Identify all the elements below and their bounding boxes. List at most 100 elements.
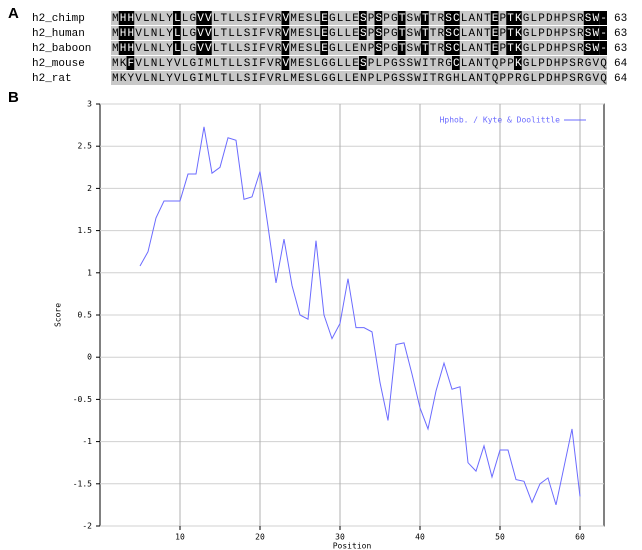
x-tick-label: 20 <box>255 533 265 542</box>
sequence-name: h2_baboon <box>32 43 91 55</box>
y-tick-label: 0.5 <box>78 311 93 320</box>
residue-highlight <box>204 11 212 25</box>
residue-highlight <box>591 11 600 25</box>
y-tick-label: -2 <box>82 522 92 531</box>
legend-label: Hphob. / Kyte & Doolittle <box>440 116 561 125</box>
residue-highlight <box>126 11 135 25</box>
residue-highlight <box>599 11 607 25</box>
residue-highlight <box>599 41 607 55</box>
residue-highlight <box>444 11 452 25</box>
sequence-name: h2_chimp <box>32 13 85 25</box>
residue-highlight <box>118 41 127 55</box>
residue-highlight <box>281 11 290 25</box>
residue-highlight <box>374 41 383 55</box>
residue-highlight <box>281 41 290 55</box>
residue-highlight <box>204 41 212 55</box>
residue-highlight <box>397 41 406 55</box>
residue-highlight <box>359 56 367 70</box>
residue-highlight <box>397 26 406 40</box>
residue-highlight <box>374 11 383 25</box>
residue-highlight <box>126 41 135 55</box>
residue-highlight <box>173 11 181 25</box>
residue-highlight <box>583 11 592 25</box>
sequence: MKFVLNLYVLGIMLTLLSIFVRVMESLGGLLESPLPGSSW… <box>112 58 607 70</box>
y-tick-label: 3 <box>87 100 92 109</box>
y-axis-title: Score <box>54 303 63 327</box>
sequence-length: 64 <box>614 58 628 70</box>
residue-highlight <box>359 11 367 25</box>
residue-highlight <box>397 11 406 25</box>
residue-highlight <box>506 41 514 55</box>
y-tick-label: 2 <box>87 184 92 193</box>
residue-highlight <box>421 41 429 55</box>
residue-highlight <box>444 26 452 40</box>
data-line <box>139 126 581 506</box>
residue-highlight <box>173 26 181 40</box>
residue-highlight <box>514 11 522 25</box>
residue-highlight <box>583 26 592 40</box>
residue-highlight <box>452 56 460 70</box>
residue-highlight <box>452 26 460 40</box>
residue-highlight <box>204 26 212 40</box>
sequence-name: h2_rat <box>32 73 72 85</box>
y-tick-label: 0 <box>87 353 92 362</box>
residue-highlight <box>490 41 499 55</box>
x-axis-title: Position <box>333 542 372 550</box>
residue-highlight <box>514 41 522 55</box>
residue-highlight <box>320 11 328 25</box>
x-tick-label: 40 <box>415 533 425 542</box>
residue-highlight <box>173 41 181 55</box>
residue-highlight <box>126 26 135 40</box>
residue-highlight <box>490 11 499 25</box>
sequence: MHHVLNLYLLGVVLTLLSIFVRVMESLEGLLESPSPGTSW… <box>112 13 607 25</box>
residue-highlight <box>118 11 127 25</box>
residue-highlight <box>591 26 600 40</box>
residue-highlight <box>281 56 290 70</box>
sequence-name: h2_mouse <box>32 58 85 70</box>
y-tick-label: 1 <box>87 268 92 277</box>
sequence: MHHVLNLYLLGVVLTLLSIFVRVMESLEGLLESPSPGTSW… <box>112 28 607 40</box>
residue-highlight <box>514 56 522 70</box>
residue-highlight <box>444 41 452 55</box>
sequence-length: 64 <box>614 73 628 85</box>
sequence-name: h2_human <box>32 28 85 40</box>
sequence-background <box>111 41 607 55</box>
residue-highlight <box>514 26 522 40</box>
residue-highlight <box>599 26 607 40</box>
residue-highlight <box>196 26 204 40</box>
residue-highlight <box>506 26 514 40</box>
residue-highlight <box>452 41 460 55</box>
residue-highlight <box>118 26 127 40</box>
residue-highlight <box>320 41 328 55</box>
sequence: MHHVLNLYLLGVVLTLLSIFVRVMESLEGLLENPSPGTSW… <box>112 43 607 55</box>
residue-highlight <box>196 11 204 25</box>
residue-highlight <box>421 26 429 40</box>
residue-highlight <box>421 11 429 25</box>
y-tick-label: 2.5 <box>78 142 93 151</box>
panel-label: A <box>8 5 19 22</box>
sequence-length: 63 <box>614 43 627 55</box>
residue-highlight <box>359 26 367 40</box>
residue-highlight <box>591 41 600 55</box>
residue-highlight <box>320 26 328 40</box>
y-tick-label: 1.5 <box>78 226 93 235</box>
x-tick-label: 60 <box>575 533 585 542</box>
sequence: MKYVLNLYVLGIMLTLLSIFVRLMESLGGLLENPLPGSSW… <box>112 73 607 85</box>
residue-highlight <box>281 26 290 40</box>
residue-highlight <box>452 11 460 25</box>
y-tick-label: -0.5 <box>73 395 92 404</box>
panel-label: B <box>8 89 19 106</box>
y-tick-label: -1.5 <box>73 479 92 488</box>
x-tick-label: 30 <box>335 533 345 542</box>
residue-highlight <box>126 56 135 70</box>
x-tick-label: 10 <box>175 533 185 542</box>
residue-highlight <box>506 11 514 25</box>
sequence-length: 63 <box>614 28 627 40</box>
y-tick-label: -1 <box>82 437 92 446</box>
sequence-background <box>111 71 607 85</box>
residue-highlight <box>490 26 499 40</box>
residue-highlight <box>196 41 204 55</box>
x-tick-label: 50 <box>495 533 505 542</box>
residue-highlight <box>583 41 592 55</box>
